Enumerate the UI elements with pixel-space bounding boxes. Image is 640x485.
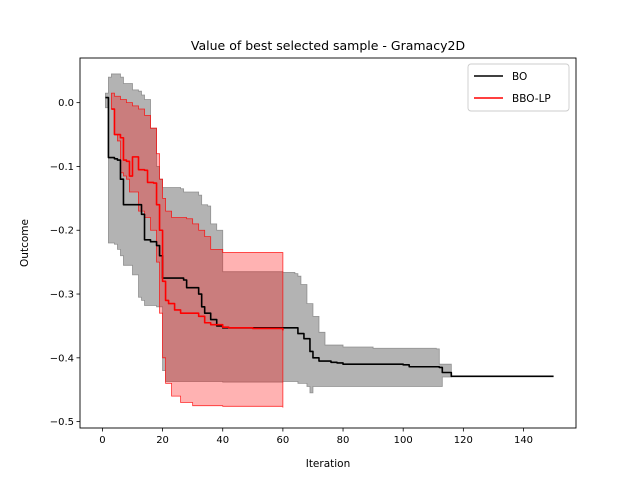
plot-frame [79, 57, 577, 429]
y-tick-label: −0.1 [50, 162, 74, 173]
y-tick-label: −0.4 [50, 353, 74, 364]
x-tick-label: 100 [394, 435, 413, 446]
y-tick-label: −0.2 [50, 226, 74, 237]
x-axis-ticks: 0 20 40 60 80 100 120 140 [99, 428, 533, 446]
x-tick-label: 40 [216, 435, 229, 446]
x-tick-label: 140 [514, 435, 533, 446]
line-bo [105, 96, 554, 378]
x-tick-label: 80 [337, 435, 350, 446]
y-tick-label: −0.3 [50, 290, 74, 301]
y-axis-label: Outcome [19, 219, 31, 267]
legend: BO BBO-LP [467, 63, 570, 112]
x-tick-label: 20 [156, 435, 169, 446]
x-tick-label: 0 [99, 435, 105, 446]
x-tick-label: 120 [454, 435, 473, 446]
y-axis-ticks: 0.0 −0.1 −0.2 −0.3 −0.4 −0.5 [50, 98, 80, 428]
line-bbo-lp [111, 108, 284, 331]
legend-label-bo: BO [512, 71, 527, 83]
y-tick-label: −0.5 [50, 417, 74, 428]
x-axis-label: Iteration [306, 458, 351, 470]
band-bbo-lp [111, 92, 284, 408]
legend-label-bbo-lp: BBO-LP [512, 93, 551, 105]
series-lines [105, 96, 554, 378]
x-tick-label: 60 [277, 435, 290, 446]
y-tick-label: 0.0 [58, 98, 74, 109]
chart-title: Value of best selected sample - Gramacy2… [191, 38, 465, 53]
